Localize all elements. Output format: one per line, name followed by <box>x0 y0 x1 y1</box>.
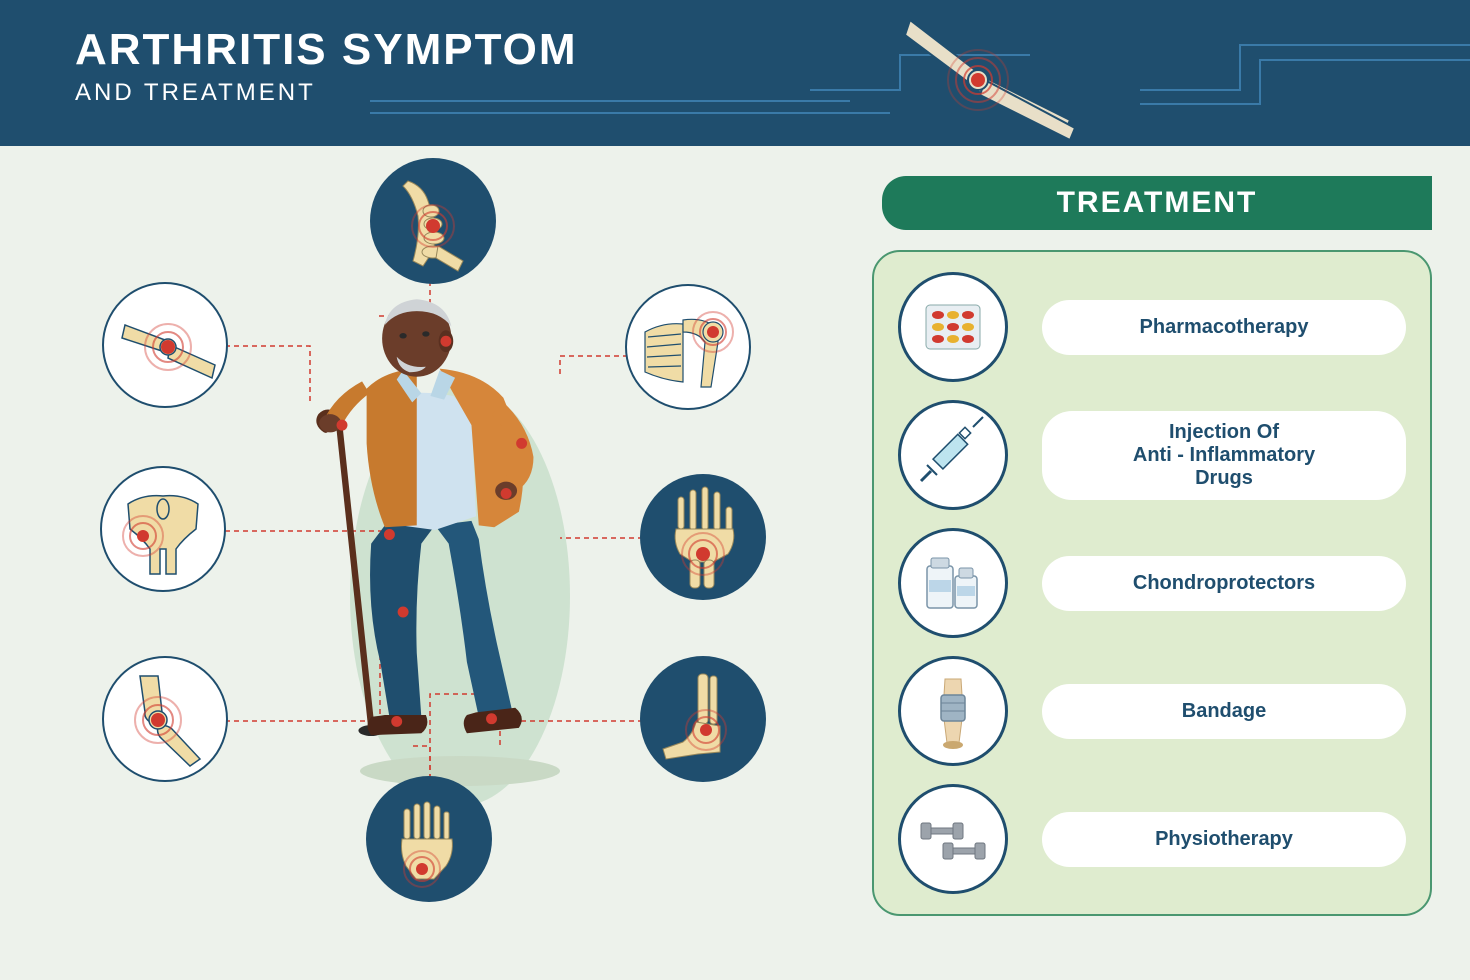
treatment-item-bandage: Bandage <box>898 656 1406 766</box>
elbow-joint-icon <box>880 10 1080 150</box>
treatment-panel: TREATMENT Pharmacotherapy <box>872 176 1432 916</box>
symptom-shoulder <box>625 284 751 410</box>
treatment-label: Chondroprotectors <box>1042 556 1406 611</box>
treatment-item-pharmacotherapy: Pharmacotherapy <box>898 272 1406 382</box>
treatment-item-injection: Injection Of Anti - Inflammatory Drugs <box>898 400 1406 510</box>
page-subtitle: AND TREATMENT <box>75 79 316 107</box>
treatment-label: Bandage <box>1042 684 1406 739</box>
leg-bandage-icon <box>898 656 1008 766</box>
step-lines-icon <box>770 0 1470 146</box>
treatment-item-chondroprotectors: Chondroprotectors <box>898 528 1406 638</box>
bone-hip-icon <box>108 474 218 584</box>
bone-ankle-icon <box>648 664 758 774</box>
medicine-bottles-icon <box>898 528 1008 638</box>
main-content: TREATMENT Pharmacotherapy <box>0 146 1470 980</box>
syringe-icon <box>898 400 1008 510</box>
dumbbells-icon <box>898 784 1008 894</box>
elderly-person-illustration <box>280 241 590 901</box>
treatment-label: Injection Of Anti - Inflammatory Drugs <box>1042 411 1406 500</box>
bone-elbow-icon <box>110 290 220 400</box>
symptom-knee <box>102 656 228 782</box>
treatment-box: Pharmacotherapy Injection Of Anti - Infl… <box>872 250 1432 916</box>
bone-knee-icon <box>110 664 220 774</box>
treatment-item-physiotherapy: Physiotherapy <box>898 784 1406 894</box>
symptom-elbow <box>102 282 228 408</box>
bone-hand-icon <box>648 482 758 592</box>
treatment-header: TREATMENT <box>882 176 1432 230</box>
symptom-hand <box>640 474 766 600</box>
treatment-label: Physiotherapy <box>1042 812 1406 867</box>
symptom-ankle <box>640 656 766 782</box>
treatment-label: Pharmacotherapy <box>1042 300 1406 355</box>
bone-shoulder-icon <box>633 292 743 402</box>
symptom-hip <box>100 466 226 592</box>
pills-blister-icon <box>898 272 1008 382</box>
header-banner: ARTHRITIS SYMPTOM AND TREATMENT <box>0 0 1470 146</box>
